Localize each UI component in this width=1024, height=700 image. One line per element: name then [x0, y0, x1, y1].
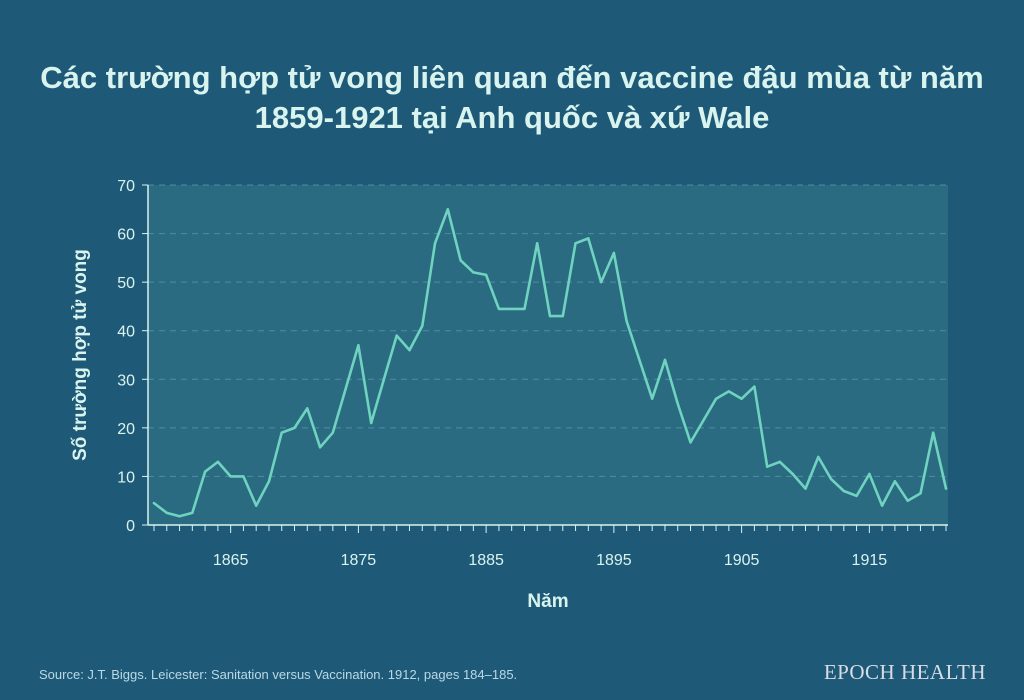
data-point [280, 431, 283, 434]
x-tick-label: 1865 [213, 552, 249, 569]
data-point [791, 472, 794, 476]
source-note: Source: J.T. Biggs. Leicester: Sanitatio… [39, 667, 518, 682]
data-point [804, 487, 807, 490]
data-point [357, 344, 360, 347]
data-point [191, 511, 194, 515]
data-point [459, 259, 462, 262]
y-tick-label: 50 [117, 275, 135, 292]
y-axis-ticks: 0 10 20 30 40 50 60 70 [117, 178, 148, 535]
data-point [919, 492, 922, 495]
x-tick-label: 1875 [341, 552, 377, 569]
data-point [574, 242, 577, 245]
y-tick-label: 70 [117, 178, 135, 195]
data-point [778, 460, 782, 464]
x-tick-label: 1895 [596, 552, 632, 569]
data-point [318, 446, 322, 449]
x-tick-label: 1905 [724, 552, 760, 569]
data-point [497, 307, 501, 311]
data-point [382, 378, 386, 381]
data-point [676, 402, 679, 405]
y-tick-label: 30 [117, 372, 135, 389]
data-point [421, 324, 424, 328]
data-point [242, 475, 245, 478]
data-point [650, 397, 654, 400]
data-point [548, 314, 552, 318]
data-point [267, 480, 271, 483]
brand-logo: EPOCH HEALTH [823, 660, 986, 684]
data-point [306, 407, 309, 410]
data-point [829, 477, 833, 481]
data-point [216, 460, 220, 464]
data-point [152, 501, 156, 505]
data-point [855, 494, 858, 498]
data-point [740, 397, 743, 400]
data-point [561, 314, 564, 318]
gridlines [148, 184, 948, 477]
data-point [178, 515, 181, 518]
data-point [612, 251, 616, 255]
y-tick-label: 60 [117, 227, 135, 244]
y-tick-label: 0 [126, 518, 135, 535]
data-point [536, 242, 539, 245]
data-point [510, 307, 513, 311]
data-point [587, 237, 590, 240]
y-tick-label: 20 [117, 421, 135, 438]
data-point [599, 280, 603, 284]
x-axis-label: Năm [527, 591, 568, 612]
data-point [714, 397, 718, 400]
x-tick-label: 1915 [852, 552, 888, 569]
data-point [817, 455, 820, 459]
data-point [893, 480, 897, 483]
data-point [433, 242, 437, 245]
x-tick-label: 1885 [468, 552, 504, 569]
y-tick-label: 40 [117, 324, 135, 341]
data-point [638, 358, 641, 362]
data-point [254, 504, 258, 507]
data-point [753, 385, 756, 388]
data-point [344, 387, 347, 391]
data-point [727, 390, 731, 393]
data-point [944, 487, 948, 490]
y-tick-label: 10 [117, 469, 135, 486]
data-point [395, 334, 398, 337]
y-axis-label: Số trường hợp tử vong [70, 249, 91, 461]
data-point [689, 441, 692, 444]
data-point [932, 431, 935, 434]
data-point [523, 307, 526, 311]
data-point [484, 273, 488, 277]
data-point [165, 511, 168, 515]
data-point [663, 358, 667, 362]
data-point [408, 348, 411, 352]
data-point [369, 421, 373, 425]
x-axis-ticks: 1865 1875 1885 1895 1905 1915 [153, 525, 947, 569]
data-point [203, 470, 207, 473]
data-points [152, 208, 948, 518]
data-point [765, 465, 769, 468]
chart-title: Các trường hợp tử vong liên quan đến vac… [40, 60, 984, 135]
data-point [472, 271, 475, 274]
data-point [702, 419, 705, 422]
data-point [293, 426, 296, 430]
data-point [868, 472, 871, 476]
data-point [906, 499, 909, 502]
data-point [880, 504, 884, 507]
data-point [446, 208, 450, 211]
data-point [229, 475, 232, 478]
data-point [625, 319, 628, 323]
data-point [842, 489, 846, 493]
data-point [331, 431, 335, 434]
